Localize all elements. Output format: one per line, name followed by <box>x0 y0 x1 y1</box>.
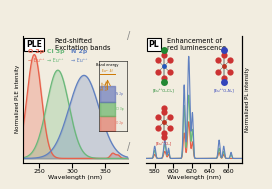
X-axis label: Wavelength (nm): Wavelength (nm) <box>48 175 103 180</box>
Y-axis label: Normalized PLE intensity: Normalized PLE intensity <box>15 65 20 133</box>
Text: Cl 3p: Cl 3p <box>47 49 64 53</box>
Text: → Eu³⁺: → Eu³⁺ <box>71 58 87 63</box>
Text: Red-shifted
Excitation bands: Red-shifted Excitation bands <box>54 38 110 51</box>
Text: Enhancement of
red luminescence: Enhancement of red luminescence <box>167 38 226 51</box>
Text: N 2p: N 2p <box>71 49 87 53</box>
Text: PL: PL <box>149 40 159 49</box>
Text: PLE: PLE <box>26 40 42 49</box>
Text: O 2p: O 2p <box>28 49 45 53</box>
Text: → Eu³⁺: → Eu³⁺ <box>47 58 63 63</box>
Text: → Eu³⁺: → Eu³⁺ <box>28 58 45 63</box>
X-axis label: Wavelength (nm): Wavelength (nm) <box>167 175 221 180</box>
Text: /: / <box>127 142 131 152</box>
Y-axis label: Normalized PL intensity: Normalized PL intensity <box>245 67 250 132</box>
Text: /: / <box>127 31 131 41</box>
